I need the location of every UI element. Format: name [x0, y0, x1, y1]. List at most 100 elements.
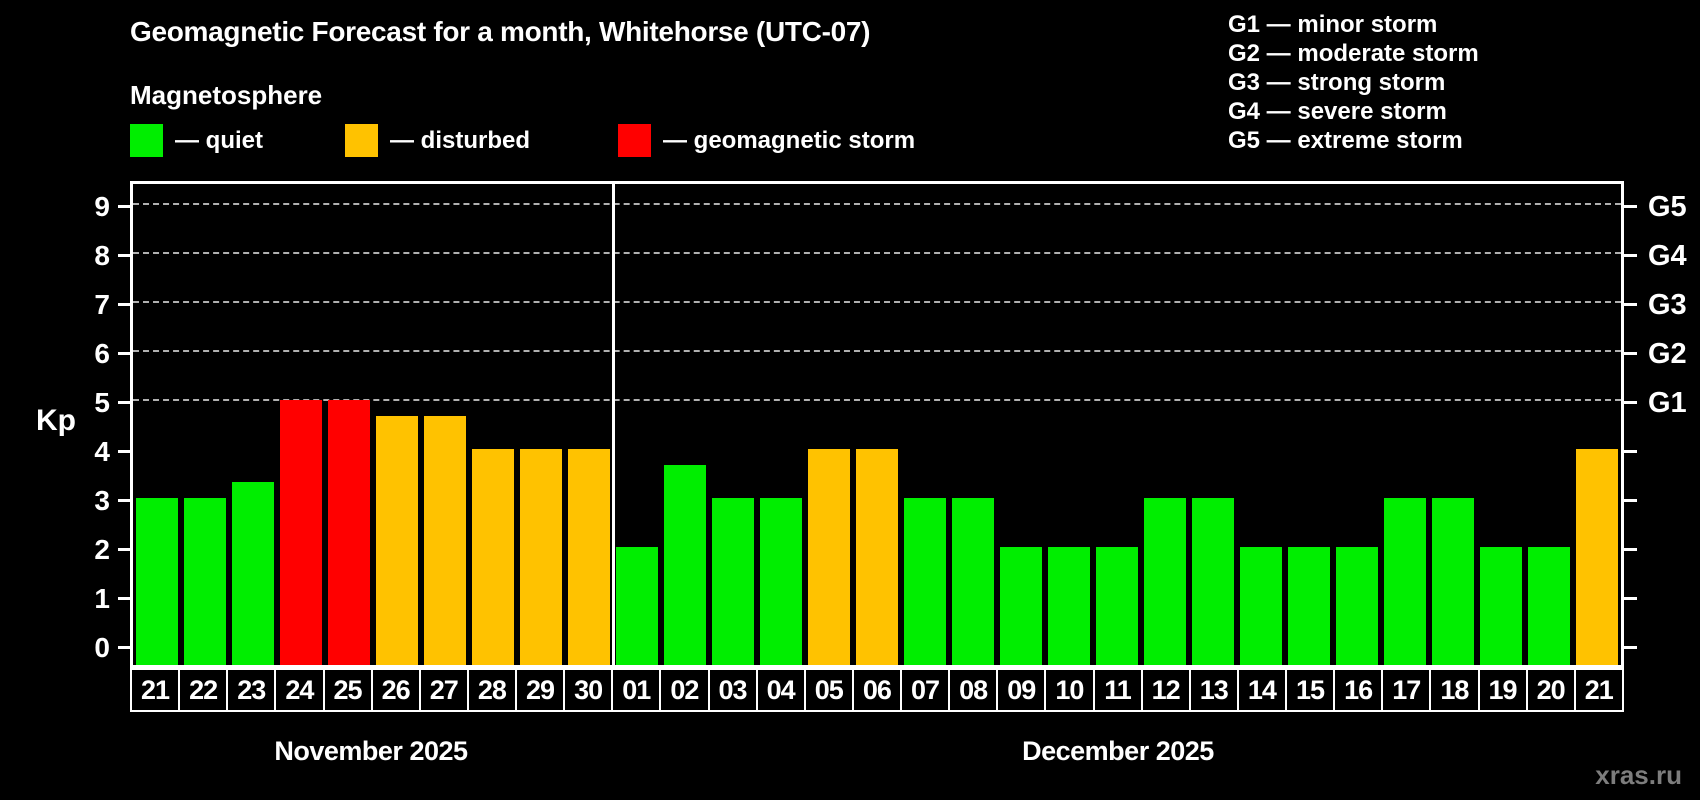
month-labels-row: November 2025 December 2025	[130, 736, 1624, 767]
bar-day-23	[232, 481, 274, 665]
month-label-december: December 2025	[1022, 736, 1214, 766]
g-label-G1: G1	[1648, 387, 1687, 419]
bar-day-06	[856, 449, 898, 665]
y-tick-mark-8	[118, 254, 130, 257]
day-cell: 18	[1429, 670, 1477, 710]
bar-day-22	[184, 498, 226, 665]
chart-subtitle: Magnetosphere	[130, 80, 323, 110]
bar-slot	[1189, 184, 1237, 665]
gridline-kp9	[133, 203, 1621, 205]
bar-slot	[1525, 184, 1573, 665]
g-tick-mark-1	[1624, 597, 1637, 600]
g1-legend-line: G1 — minor storm	[1228, 11, 1438, 38]
bar-day-13	[1192, 498, 1234, 665]
bar-day-27	[424, 416, 466, 665]
bar-slot	[709, 184, 757, 665]
day-cell: 01	[611, 670, 659, 710]
bar-day-16	[1336, 547, 1378, 665]
bar-slot	[469, 184, 517, 665]
y-tick-label-7: 7	[94, 289, 110, 320]
g-tick-mark-9	[1624, 205, 1637, 208]
page-title: Geomagnetic Forecast for a month, Whiteh…	[130, 16, 871, 47]
day-cell: 22	[178, 670, 226, 710]
day-cell: 02	[659, 670, 707, 710]
bars	[133, 184, 1621, 665]
y-tick-label-6: 6	[94, 338, 110, 369]
y-tick-label-3: 3	[94, 485, 110, 516]
bar-slot	[277, 184, 325, 665]
day-cell: 30	[563, 670, 611, 710]
bar-slot	[1381, 184, 1429, 665]
g4-legend-line: G4 — severe storm	[1228, 98, 1447, 125]
status-legend: — quiet — disturbed — geomagnetic storm	[130, 124, 1030, 160]
bar-day-01	[616, 547, 658, 665]
y-tick-mark-5	[118, 401, 130, 404]
bar-day-29	[520, 449, 562, 665]
bar-slot	[1093, 184, 1141, 665]
bar-day-30	[568, 449, 610, 665]
gridline-kp6	[133, 350, 1621, 352]
g-label-G2: G2	[1648, 338, 1687, 370]
bar-slot	[1477, 184, 1525, 665]
g-tick-mark-6	[1624, 352, 1637, 355]
disturbed-swatch-icon	[345, 124, 378, 157]
y-axis-title: Kp	[36, 404, 76, 437]
y-tick-label-2: 2	[94, 534, 110, 565]
y-tick-mark-3	[118, 499, 130, 502]
day-cell: 16	[1333, 670, 1381, 710]
bar-day-24	[280, 400, 322, 665]
day-cell: 27	[418, 670, 467, 710]
y-tick-mark-9	[118, 205, 130, 208]
y-tick-mark-4	[118, 450, 130, 453]
gridline-kp8	[133, 252, 1621, 254]
bar-day-07	[904, 498, 946, 665]
bar-slot	[901, 184, 949, 665]
bar-day-26	[376, 416, 418, 665]
bar-day-15	[1288, 547, 1330, 665]
storm-swatch-icon	[618, 124, 651, 157]
day-cell: 17	[1381, 670, 1429, 710]
y-tick-mark-7	[118, 303, 130, 306]
day-cell: 03	[707, 670, 756, 710]
day-cell: 24	[274, 670, 322, 710]
bar-day-25	[328, 400, 370, 665]
bar-slot	[613, 184, 661, 665]
bar-day-17	[1384, 498, 1426, 665]
y-tick-label-9: 9	[94, 191, 110, 222]
watermark: xras.ru	[1595, 760, 1682, 790]
legend-label-storm: — geomagnetic storm	[663, 126, 916, 154]
legend-label-disturbed: — disturbed	[390, 126, 531, 154]
bar-slot	[1285, 184, 1333, 665]
bar-day-20	[1528, 547, 1570, 665]
day-cell: 10	[1044, 670, 1092, 710]
bar-slot	[805, 184, 853, 665]
y-tick-mark-2	[118, 548, 130, 551]
quiet-swatch-icon	[130, 124, 163, 157]
bar-slot	[133, 184, 181, 665]
g-tick-mark-4	[1624, 450, 1637, 453]
day-cell: 09	[996, 670, 1044, 710]
y-axis-left: 0 1 2 3 4 5 6 7 8 9	[0, 181, 130, 668]
g5-legend-line: G5 — extreme storm	[1228, 127, 1463, 154]
bar-slot	[517, 184, 565, 665]
y-tick-label-4: 4	[94, 436, 110, 467]
day-cell: 08	[948, 670, 996, 710]
y-tick-label-8: 8	[94, 240, 110, 271]
day-cell: 21	[1573, 670, 1622, 710]
bar-slot	[853, 184, 901, 665]
g-tick-mark-3	[1624, 499, 1637, 502]
legend-item-storm: — geomagnetic storm	[618, 124, 915, 157]
day-cell: 11	[1092, 670, 1141, 710]
legend-item-disturbed: — disturbed	[345, 124, 530, 157]
bar-slot	[1429, 184, 1477, 665]
bar-slot	[757, 184, 805, 665]
bar-slot	[373, 184, 421, 665]
bar-slot	[1141, 184, 1189, 665]
bar-day-14	[1240, 547, 1282, 665]
day-cell: 13	[1188, 670, 1237, 710]
g-tick-mark-8	[1624, 254, 1637, 257]
y-tick-mark-1	[118, 597, 130, 600]
bar-day-03	[712, 498, 754, 665]
day-cell: 26	[370, 670, 419, 710]
